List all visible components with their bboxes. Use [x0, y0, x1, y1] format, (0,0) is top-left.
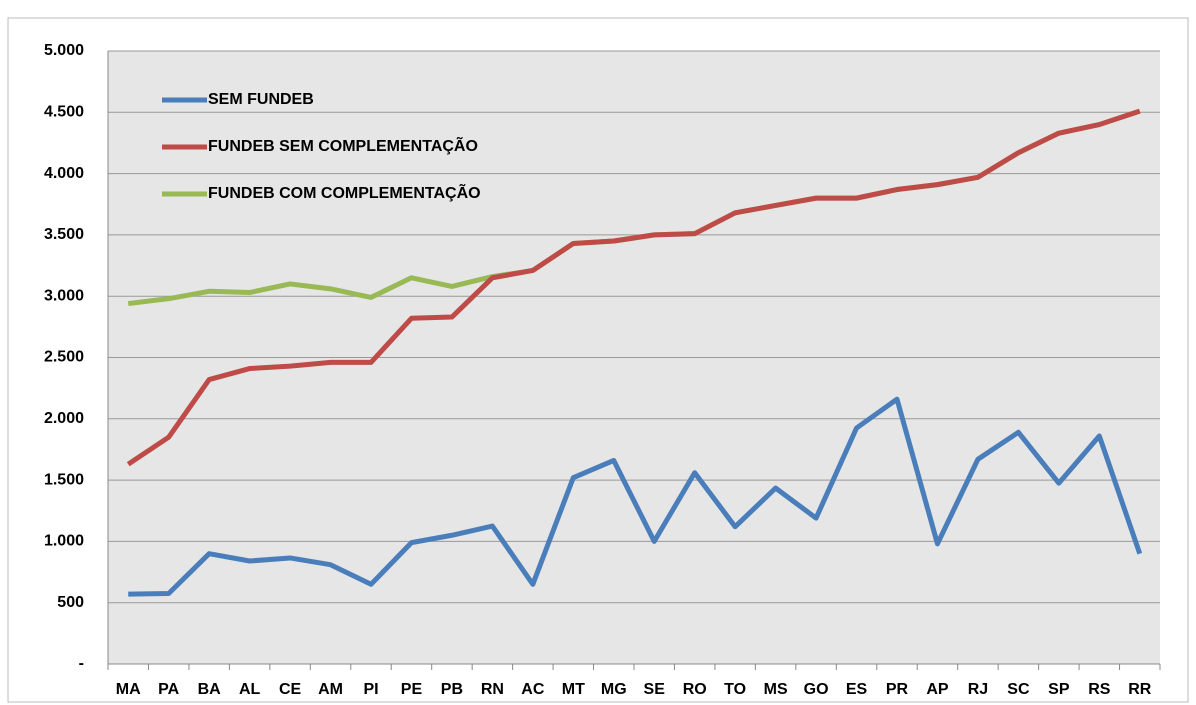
x-tick-label: PA: [158, 681, 179, 698]
y-tick-label: -: [79, 655, 84, 672]
legend-label: FUNDEB SEM COMPLEMENTAÇÃO: [208, 135, 478, 155]
series-line: [126, 108, 1141, 467]
x-tick-label: RJ: [968, 681, 988, 698]
x-tick-label: PE: [401, 681, 423, 698]
y-tick-label: 5.000: [44, 42, 84, 59]
x-tick-label: AP: [926, 681, 949, 698]
y-tick-label: 500: [57, 594, 84, 611]
x-tick-label: CE: [279, 681, 302, 698]
series-line: [128, 396, 1143, 597]
x-tick-label: GO: [804, 681, 829, 698]
x-tick-label: BA: [198, 681, 222, 698]
y-tick-label: 4.500: [44, 104, 84, 121]
y-tick-label: 4.000: [44, 165, 84, 182]
legend-label: SEM FUNDEB: [208, 91, 314, 108]
y-tick-label: 3.500: [44, 226, 84, 243]
x-tick-label: RS: [1088, 681, 1111, 698]
x-tick-label: PB: [441, 681, 463, 698]
x-tick-label: AL: [239, 681, 261, 698]
x-tick-label: PI: [363, 681, 378, 698]
x-tick-label: ES: [846, 681, 868, 698]
y-tick-label: 1.000: [44, 533, 84, 550]
x-tick-label: SE: [644, 681, 666, 698]
x-tick-label: MS: [764, 681, 788, 698]
x-tick-label: MA: [116, 681, 141, 698]
x-tick-label: SP: [1048, 681, 1070, 698]
x-tick-label: RR: [1128, 681, 1152, 698]
x-tick-label: AC: [521, 681, 545, 698]
x-tick-label: RN: [481, 681, 504, 698]
x-tick-label: PR: [886, 681, 909, 698]
x-tick-label: MT: [562, 681, 585, 698]
x-tick-label: TO: [724, 681, 746, 698]
legend-label: FUNDEB COM COMPLEMENTAÇÃO: [208, 182, 481, 202]
y-tick-label: 3.000: [44, 287, 84, 304]
x-tick-label: MG: [601, 681, 627, 698]
y-tick-label: 2.500: [44, 349, 84, 366]
y-tick-label: 1.500: [44, 471, 84, 488]
x-tick-label: SC: [1007, 681, 1030, 698]
y-tick-label: 2.000: [44, 410, 84, 427]
x-tick-label: RO: [683, 681, 707, 698]
x-tick-label: AM: [318, 681, 343, 698]
